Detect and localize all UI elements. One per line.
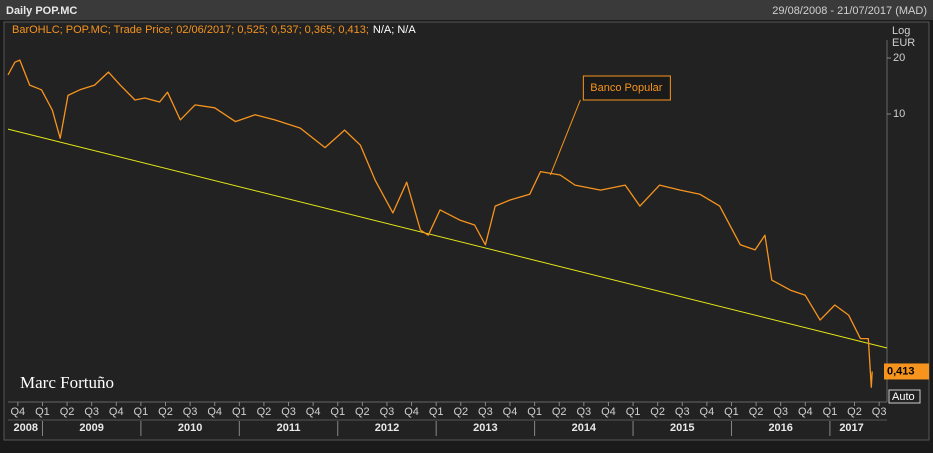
x-tick-label: Q4	[700, 406, 715, 418]
x-tick-label: Q2	[158, 406, 173, 418]
scale-mode-box	[888, 389, 921, 404]
date-range: 29/08/2008 - 21/07/2017 (MAD)	[772, 5, 927, 17]
chart-title: Daily POP.MC	[6, 5, 77, 17]
x-tick-label: Q1	[330, 406, 345, 418]
x-tick-label: Q4	[503, 406, 518, 418]
x-tick-label: Q2	[355, 406, 370, 418]
x-tick-label: Q4	[601, 406, 616, 418]
y-tick-label: 20	[893, 52, 905, 64]
year-label: 2010	[178, 422, 202, 434]
x-tick-label: Q2	[60, 406, 75, 418]
x-tick-label: Q3	[380, 406, 395, 418]
year-label: 2013	[473, 422, 497, 434]
year-label: 2012	[375, 422, 399, 434]
year-label: 2017	[839, 422, 863, 434]
last-price-box	[884, 363, 929, 380]
scale-mode: Auto	[892, 391, 915, 403]
year-label: 2011	[277, 422, 301, 434]
y-unit: EUR	[892, 37, 915, 49]
header-bar	[0, 0, 933, 20]
x-tick-label: Q2	[552, 406, 567, 418]
annotation-connector	[549, 99, 581, 176]
price-line	[7, 59, 873, 388]
x-tick-label: Q2	[749, 406, 764, 418]
x-tick-label: Q1	[35, 406, 50, 418]
year-label: 2015	[670, 422, 694, 434]
x-tick-label: Q3	[281, 406, 296, 418]
x-tick-label: Q1	[823, 406, 838, 418]
x-tick-label: Q3	[773, 406, 788, 418]
x-tick-label: Q3	[576, 406, 591, 418]
x-tick-label: Q1	[134, 406, 149, 418]
annotation-text: Banco Popular	[590, 82, 662, 94]
legend-text: BarOHLC; POP.MC; Trade Price; 02/06/2017…	[12, 24, 369, 36]
x-tick-label: Q1	[724, 406, 739, 418]
x-tick-label: Q1	[626, 406, 641, 418]
x-tick-label: Q2	[650, 406, 665, 418]
x-tick-label: Q3	[478, 406, 493, 418]
chart-frame	[3, 21, 930, 441]
x-tick-label: Q3	[84, 406, 99, 418]
x-tick-label: Q4	[306, 406, 321, 418]
year-label: 2016	[768, 422, 792, 434]
x-tick-label: Q2	[257, 406, 272, 418]
x-tick-label: Q1	[429, 406, 444, 418]
y-scale-label: Log	[892, 25, 910, 37]
x-tick-label: Q1	[232, 406, 247, 418]
trend-line	[7, 128, 888, 349]
x-tick-label: Q4	[109, 406, 124, 418]
x-tick-label: Q4	[207, 406, 222, 418]
annotation-box	[582, 75, 671, 101]
year-label: 2008	[13, 422, 37, 434]
watermark: Marc Fortuño	[20, 373, 114, 392]
year-label: 2014	[572, 422, 597, 434]
y-tick-label: 10	[893, 108, 905, 120]
x-tick-label: Q3	[183, 406, 198, 418]
last-price-label: 0,413	[887, 365, 915, 377]
year-label: 2009	[79, 422, 103, 434]
x-tick-label: Q4	[404, 406, 419, 418]
x-tick-label: Q1	[527, 406, 542, 418]
legend-extra: N/A; N/A	[373, 24, 416, 36]
x-tick-label: Q3	[675, 406, 690, 418]
x-tick-label: Q3	[872, 406, 887, 418]
x-tick-label: Q2	[847, 406, 862, 418]
x-tick-label: Q4	[798, 406, 813, 418]
x-tick-label: Q2	[453, 406, 468, 418]
x-tick-label: Q4	[10, 406, 25, 418]
